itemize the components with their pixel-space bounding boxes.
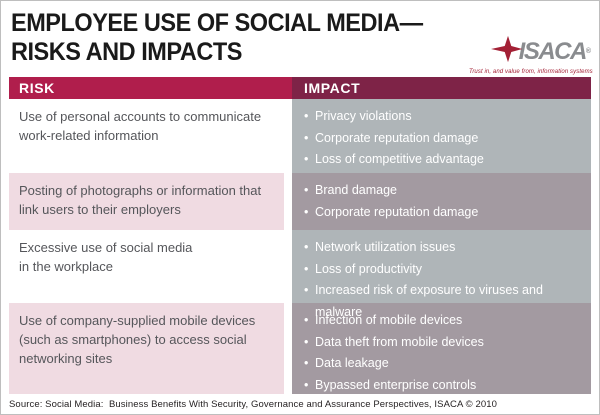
source-citation: Source: Social Media: Business Benefits … (9, 399, 498, 410)
registered-mark: ® (585, 47, 591, 55)
page-title-line1: EMPLOYEE USE OF SOCIAL MEDIA— (11, 9, 423, 37)
impact-cell: Privacy violationsCorporate reputation d… (292, 99, 591, 173)
risk-text-line: in the workplace (19, 259, 113, 274)
impact-item: Corporate reputation damage (304, 202, 583, 224)
impact-list: Brand damageCorporate reputation damage (292, 178, 583, 223)
impact-list: Network utilization issuesLoss of produc… (292, 235, 583, 323)
risk-text-line: Posting of photographs or information th… (19, 183, 262, 198)
isaca-logo: ISACA® Trust in, and value from, informa… (469, 35, 593, 75)
risk-text-line: work-related information (19, 128, 159, 143)
table-header-row: RISK IMPACT (9, 77, 591, 99)
risk-text-line: Use of personal accounts to communicate (19, 109, 262, 124)
risk-text-line: link users to their employers (19, 202, 181, 217)
risk-column-header: RISK (9, 77, 292, 99)
table-row: Posting of photographs or information th… (9, 173, 591, 230)
impact-item: Loss of productivity (304, 259, 583, 281)
impact-item: Brand damage (304, 180, 583, 202)
impact-list: Infection of mobile devicesData theft fr… (292, 308, 583, 396)
impact-item: Network utilization issues (304, 237, 583, 259)
impact-column-header: IMPACT (292, 77, 591, 99)
star-icon (490, 35, 525, 68)
risk-text-line: Use of company-supplied mobile devices (19, 313, 256, 328)
page-title: EMPLOYEE USE OF SOCIAL MEDIA— RISKS AND … (11, 9, 423, 67)
impact-cell: Brand damageCorporate reputation damage (292, 173, 591, 230)
risk-text-line: Excessive use of social media (19, 240, 193, 255)
risk-cell: Use of company-supplied mobile devices (s… (9, 303, 284, 394)
risk-cell: Excessive use of social media in the work… (9, 230, 284, 303)
impact-item: Privacy violations (304, 106, 583, 128)
impact-item: Data theft from mobile devices (304, 332, 583, 354)
risk-cell: Use of personal accounts to communicate w… (9, 99, 284, 173)
impact-item: Loss of competitive advantage (304, 149, 583, 171)
impact-item: Bypassed enterprise controls (304, 375, 583, 397)
risk-impact-table: RISK IMPACT Use of personal accounts to … (9, 77, 591, 396)
table-row: Use of company-supplied mobile devices (s… (9, 303, 591, 396)
impact-item: Data leakage (304, 353, 583, 375)
impact-item: Corporate reputation damage (304, 128, 583, 150)
table-body: Use of personal accounts to communicate w… (9, 99, 591, 396)
risk-text-line: networking sites (19, 351, 113, 366)
isaca-logo-text: ISACA® (518, 37, 591, 65)
impact-item: Infection of mobile devices (304, 310, 583, 332)
risk-cell: Posting of photographs or information th… (9, 173, 284, 230)
risk-text-line: (such as smartphones) to access social (19, 332, 247, 347)
impact-list: Privacy violationsCorporate reputation d… (292, 104, 583, 171)
table-row: Use of personal accounts to communicate w… (9, 99, 591, 173)
isaca-tagline: Trust in, and value from, information sy… (469, 69, 593, 75)
impact-cell: Network utilization issuesLoss of produc… (292, 230, 591, 319)
table-row: Excessive use of social media in the work… (9, 230, 591, 319)
impact-cell: Infection of mobile devicesData theft fr… (292, 303, 591, 396)
page-title-line2: RISKS AND IMPACTS (11, 38, 242, 66)
